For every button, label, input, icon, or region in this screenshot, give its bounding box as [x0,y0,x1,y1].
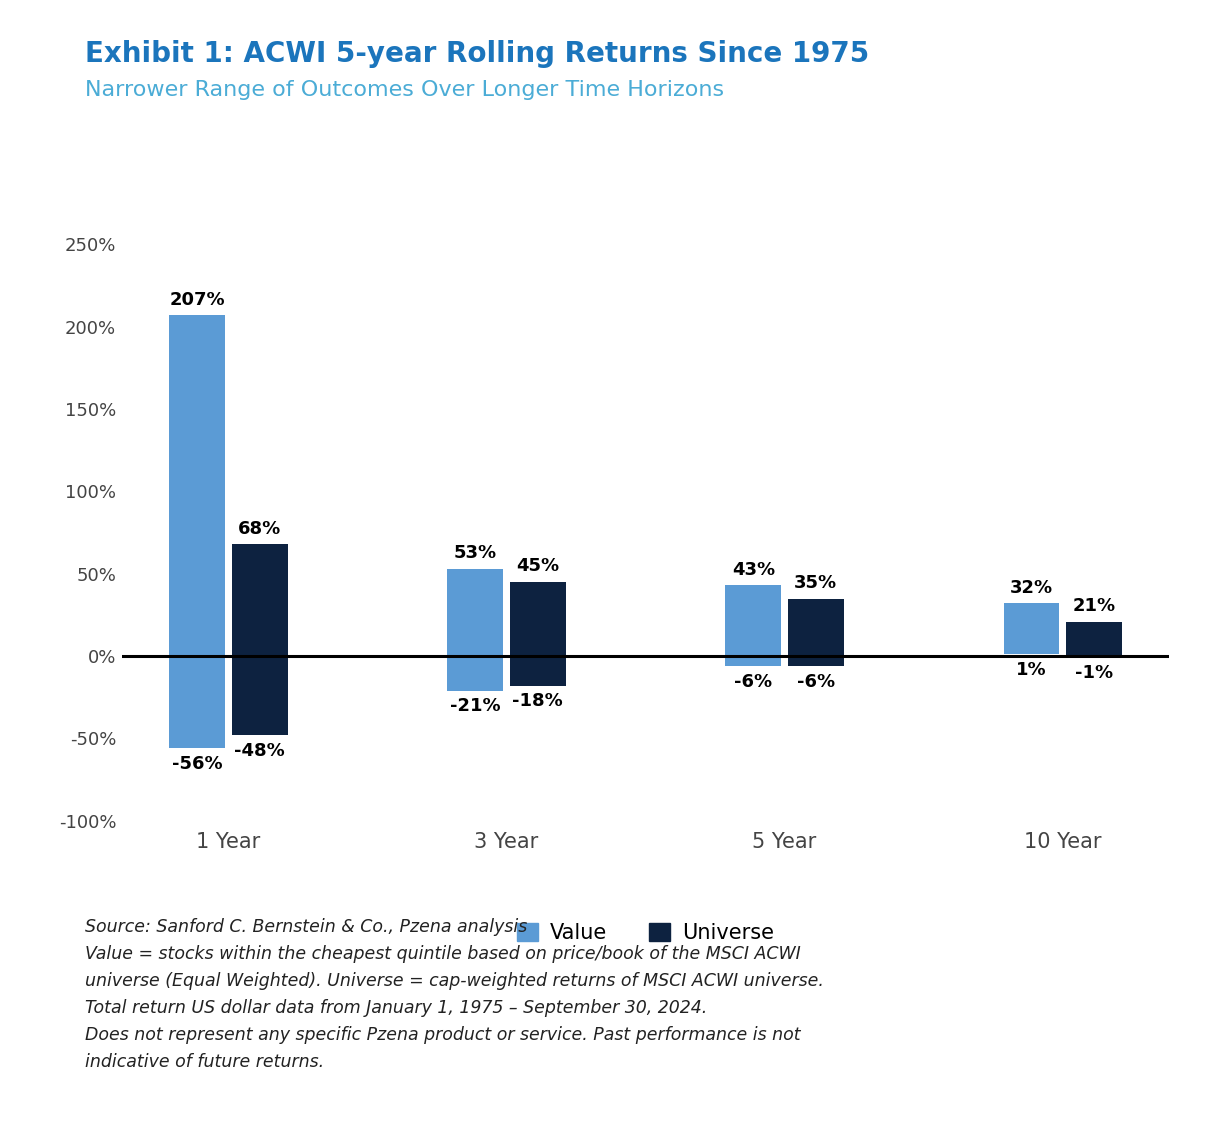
Bar [510,583,565,686]
Text: -56%: -56% [172,755,223,773]
Text: 1%: 1% [1016,661,1046,679]
Text: 45%: 45% [516,557,559,576]
Text: -6%: -6% [734,673,772,691]
Text: Exhibit 1: ACWI 5-year Rolling Returns Since 1975: Exhibit 1: ACWI 5-year Rolling Returns S… [85,40,870,68]
Text: 53%: 53% [453,544,497,562]
Text: 43%: 43% [732,561,775,579]
Bar [726,585,781,666]
Text: -1%: -1% [1074,665,1113,683]
Text: -18%: -18% [513,692,563,710]
Bar [1004,603,1060,654]
Bar [788,598,844,666]
Text: -48%: -48% [234,742,285,759]
Text: 21%: 21% [1072,597,1116,614]
Text: Narrower Range of Outcomes Over Longer Time Horizons: Narrower Range of Outcomes Over Longer T… [85,80,725,100]
Text: -6%: -6% [797,673,834,691]
Text: 32%: 32% [1010,579,1052,597]
Text: 35%: 35% [794,573,838,592]
Legend: Value, Universe: Value, Universe [508,914,783,952]
Text: 207%: 207% [169,291,225,309]
Bar [1066,621,1122,658]
Text: 68%: 68% [239,520,281,538]
Text: -21%: -21% [449,698,501,715]
Bar [169,316,225,748]
Bar [447,569,503,691]
Text: Source: Sanford C. Bernstein & Co., Pzena analysis
Value = stocks within the che: Source: Sanford C. Bernstein & Co., Pzen… [85,918,825,1072]
Bar [231,544,287,735]
